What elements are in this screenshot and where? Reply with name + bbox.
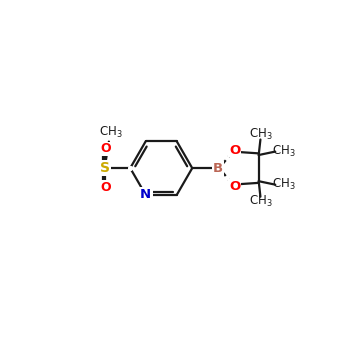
Text: O: O [100,142,111,155]
Text: O: O [229,180,240,193]
Text: CH$_3$: CH$_3$ [99,125,122,140]
Text: O: O [229,144,240,157]
Text: S: S [100,161,110,175]
Text: CH$_3$: CH$_3$ [272,144,295,159]
Text: CH$_3$: CH$_3$ [248,194,272,209]
Text: O: O [100,181,111,194]
Text: N: N [140,188,151,202]
Text: CH$_3$: CH$_3$ [248,127,272,142]
Text: CH$_3$: CH$_3$ [272,177,295,192]
Text: B: B [213,162,223,175]
